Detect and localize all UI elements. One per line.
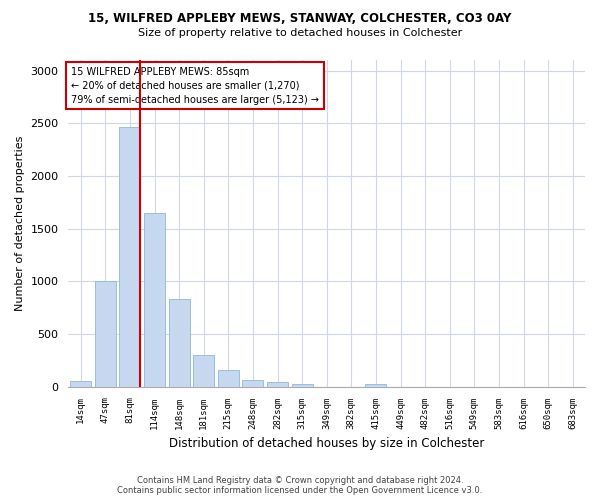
X-axis label: Distribution of detached houses by size in Colchester: Distribution of detached houses by size … <box>169 437 484 450</box>
Bar <box>169 299 190 386</box>
Text: 15 WILFRED APPLEBY MEWS: 85sqm
← 20% of detached houses are smaller (1,270)
79% : 15 WILFRED APPLEBY MEWS: 85sqm ← 20% of … <box>71 66 319 104</box>
Bar <box>70 381 91 386</box>
Bar <box>267 382 288 386</box>
Bar <box>95 282 116 387</box>
Bar <box>365 384 386 386</box>
Text: Size of property relative to detached houses in Colchester: Size of property relative to detached ho… <box>138 28 462 38</box>
Bar <box>242 380 263 386</box>
Y-axis label: Number of detached properties: Number of detached properties <box>15 136 25 311</box>
Text: 15, WILFRED APPLEBY MEWS, STANWAY, COLCHESTER, CO3 0AY: 15, WILFRED APPLEBY MEWS, STANWAY, COLCH… <box>88 12 512 26</box>
Bar <box>119 128 140 386</box>
Bar <box>218 370 239 386</box>
Bar <box>193 355 214 386</box>
Text: Contains HM Land Registry data © Crown copyright and database right 2024.
Contai: Contains HM Land Registry data © Crown c… <box>118 476 482 495</box>
Bar <box>144 213 165 386</box>
Bar <box>292 384 313 386</box>
